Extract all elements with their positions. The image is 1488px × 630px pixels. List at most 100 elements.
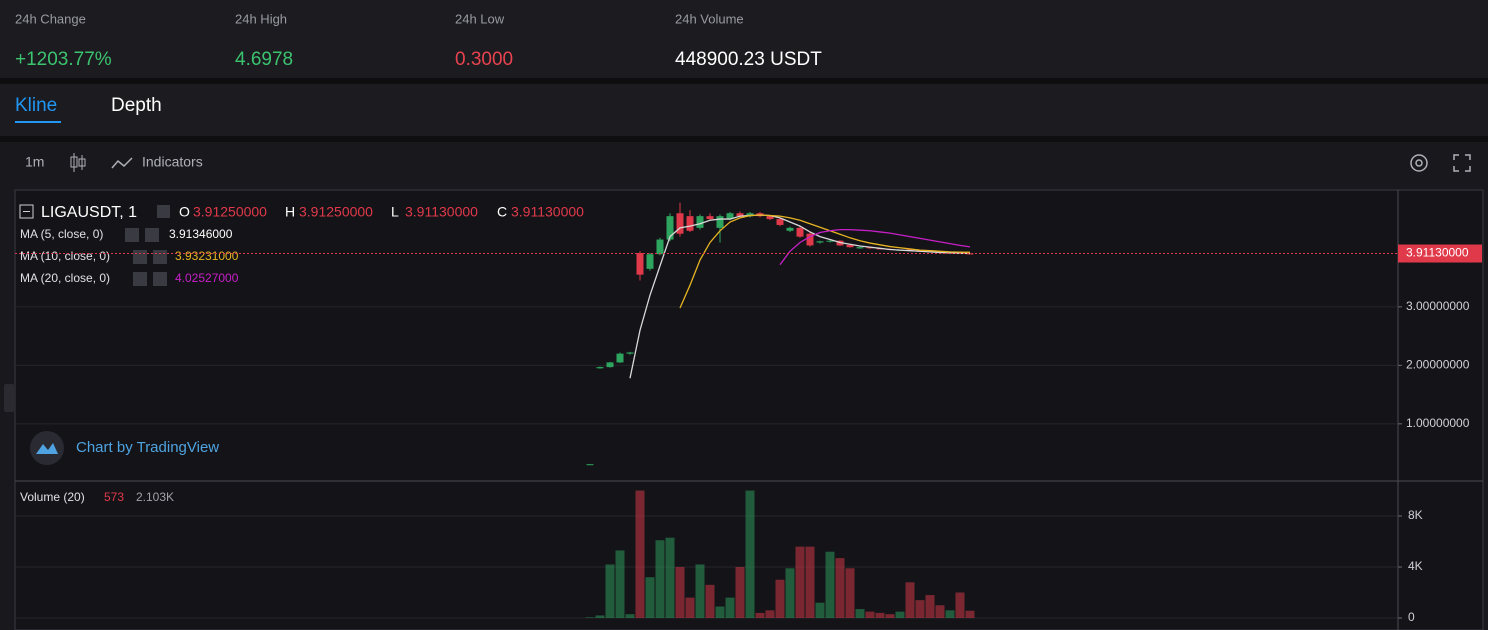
volume-bar [635,490,645,618]
volume-bar [745,490,755,618]
ma-settings [125,228,139,242]
candle-body [846,244,854,248]
candle-body [736,213,744,217]
candle-body [616,353,624,363]
candle-body [826,240,834,242]
stat-label: 24h Change [15,11,86,26]
volume-bar [925,595,935,618]
tv-logo [30,431,64,465]
ma-line [679,214,971,309]
candle-body [726,213,734,220]
candle-body [816,241,824,243]
candle-body [626,352,634,354]
stats-bar [0,0,1488,78]
volume-last: 573 [104,490,124,504]
side-toggle[interactable] [4,384,14,412]
volume-bar [855,609,865,618]
volume-ma: 2.103K [136,490,174,504]
volume-bar [705,584,715,618]
volume-bar [835,558,845,618]
volume-bar [595,615,605,618]
tab-depth[interactable]: Depth [111,95,162,116]
candle-body [806,233,814,246]
y-tick-label: 0 [1408,610,1415,624]
volume-bar [675,567,685,618]
volume-bar [735,567,745,618]
volume-bar [695,564,705,618]
ohlc-key: H [285,204,295,220]
ohlc-key: C [497,204,507,220]
volume-bar [755,612,765,618]
ohlc-value: 3.91250000 [299,204,373,220]
volume-bar [875,612,885,618]
ma-legend-name: MA (10, close, 0) [20,249,110,263]
volume-bar [605,564,615,618]
last-price-badge [1398,244,1482,263]
volume-bar [655,540,665,618]
ma-settings [133,250,147,264]
stat-label: 24h Volume [675,11,744,26]
volume-bar [615,550,625,618]
candle-body [636,253,644,275]
candle-body [686,216,694,231]
settings-button[interactable] [1410,154,1428,172]
volume-bar [775,579,785,618]
stat-value: +1203.77% [15,49,112,70]
volume-bar [885,614,895,618]
stat-value: 448900.23 USDT [675,49,822,70]
volume-bar [805,546,815,618]
volume-bar [645,577,655,618]
candle-body [796,227,804,237]
candle-body [666,216,674,240]
ohlc-value: 3.91130000 [405,204,478,220]
volume-bar [825,551,835,618]
volume-bar [625,614,635,618]
tv-logo-mark [36,443,58,454]
volume-bar [715,606,725,618]
volume-bar [945,610,955,618]
candle-type-button[interactable] [70,153,86,172]
y-tick-label: 2.00000000 [1406,358,1470,372]
ohlc-key: L [391,204,399,220]
ma-line [779,228,971,266]
candle-body [586,464,594,466]
volume-bar [965,610,975,618]
ma-legend-value: 3.91346000 [169,227,233,241]
volume-bar [665,537,675,618]
fullscreen-button[interactable] [1453,154,1471,172]
volume-bar [785,568,795,618]
interval-button[interactable]: 1m [25,154,44,170]
ma-settings [133,272,147,286]
candle-body [656,239,664,255]
volume-bar [685,597,695,618]
symbol-settings[interactable] [157,205,170,218]
volume-bar [905,582,915,618]
ma-legend-name: MA (5, close, 0) [20,227,103,241]
volume-bar [795,546,805,618]
y-tick-label: 4K [1408,559,1423,573]
volume-bar [845,568,855,618]
stat-value: 4.6978 [235,49,293,70]
stat-label: 24h Low [455,11,505,26]
tab-underline [15,121,61,123]
ma-legend-value: 3.93231000 [175,249,239,263]
watermark[interactable]: Chart by TradingView [76,439,219,456]
volume-title: Volume (20) [20,490,85,504]
candle-body [646,254,654,269]
collapse-legend[interactable] [19,204,34,219]
tab-kline[interactable]: Kline [15,95,57,116]
ma-remove [153,250,167,264]
ma-remove [145,228,159,242]
ma-line [629,214,971,379]
candle-body [706,216,714,220]
ohlc-value: 3.91250000 [193,204,267,220]
indicators-button[interactable]: Indicators [142,154,203,170]
indicators-icon [111,157,133,169]
candle-body [966,253,974,255]
candle-body [786,227,794,231]
candle-body [766,216,774,220]
volume-bar [585,617,595,618]
volume-bar [895,611,905,618]
candle-body [596,367,604,369]
